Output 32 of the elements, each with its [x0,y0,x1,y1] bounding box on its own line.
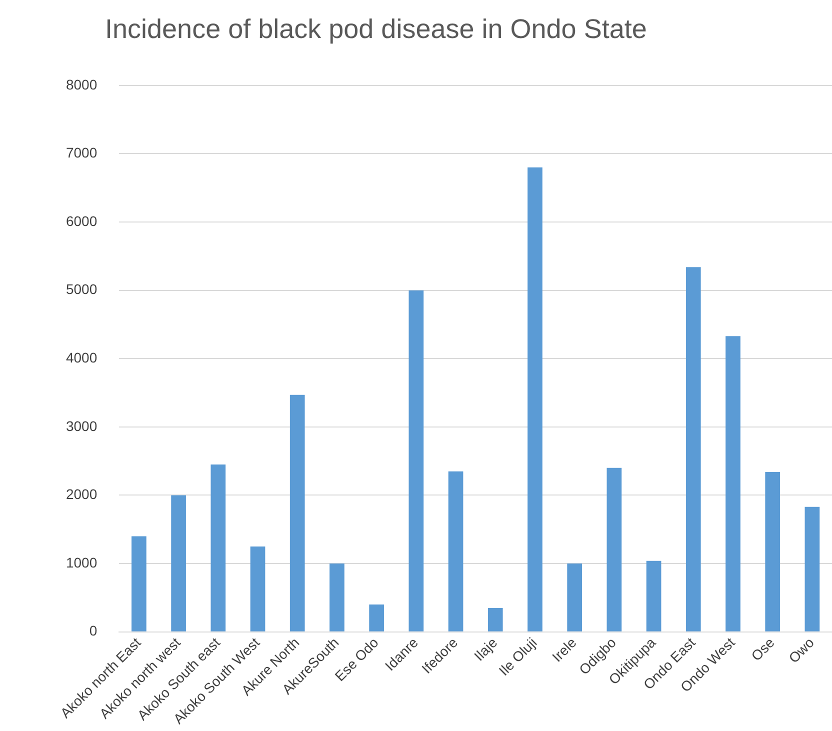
bar [448,471,464,632]
bar [330,564,344,632]
x-tick-label: Irele [548,634,580,665]
y-tick-label: 5000 [66,281,98,298]
bar [567,564,582,632]
bar [408,290,424,632]
y-tick-label: 4000 [66,349,98,366]
bar [646,560,662,632]
y-tick-label: 1000 [66,554,98,570]
bar [726,336,740,632]
y-tick-label: 2000 [66,486,98,502]
y-tick-label: 0 [89,622,98,639]
bar [488,608,503,632]
x-tick-label: Owo [785,634,818,666]
bar [290,394,305,632]
bar [528,167,542,632]
bar [210,464,226,632]
y-tick-label: 6000 [66,212,98,229]
bar [606,468,622,632]
y-tick-label: 3000 [66,418,98,434]
bar [804,506,820,632]
x-tick-label: Ilaje [470,634,500,664]
x-tick-label: Ose [748,634,778,664]
y-tick-label: 8000 [66,76,98,92]
bar [250,546,266,632]
bar [686,267,701,632]
bar [369,604,384,632]
chart-title: Incidence of black pod disease in Ondo State [105,14,647,45]
bar [765,472,780,632]
y-tick-label: 7000 [66,144,98,161]
bar [171,495,186,632]
bar [132,536,146,632]
